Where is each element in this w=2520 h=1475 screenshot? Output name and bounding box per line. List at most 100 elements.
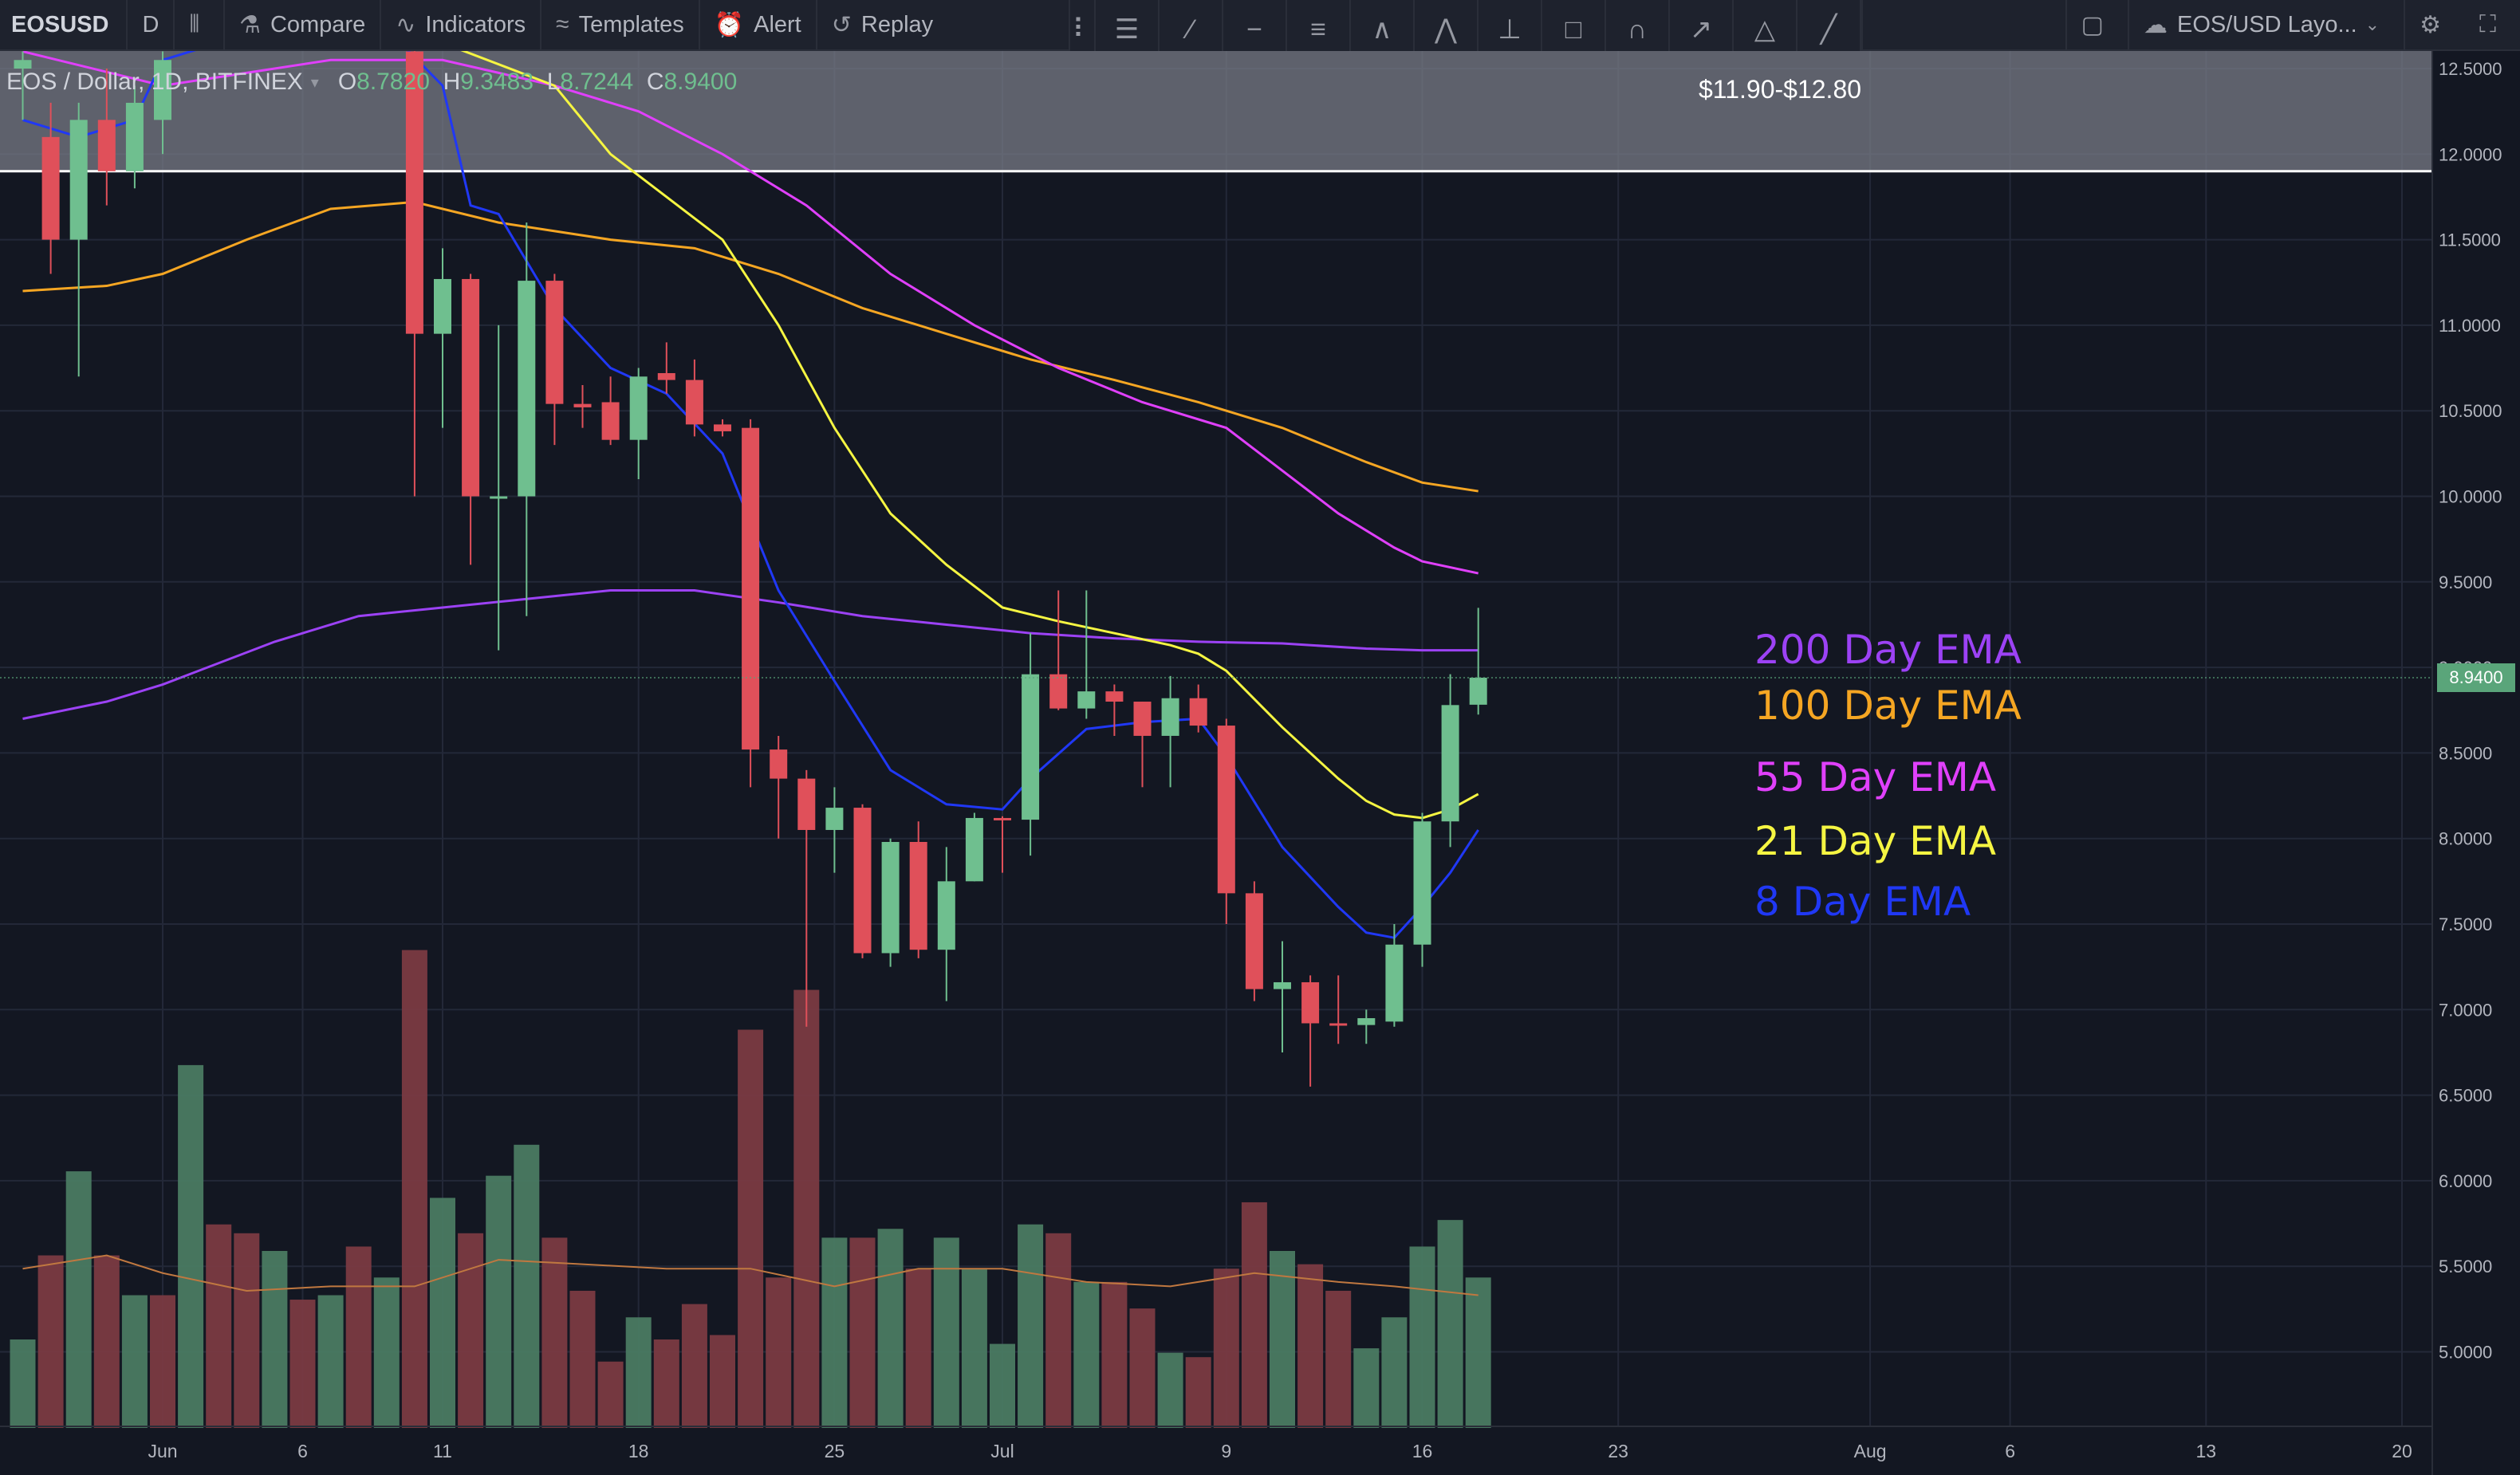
candle xyxy=(97,69,116,206)
price-chart[interactable]: 12.5000 12.0000 11.5000 11.0000 10.5000 10.00… xyxy=(0,51,2520,1475)
volume-bar xyxy=(821,1237,848,1428)
candle-body xyxy=(1049,674,1068,709)
volume-bar xyxy=(1465,1277,1491,1428)
time-tick-label: 25 xyxy=(825,1441,845,1461)
price-tick-label: 11.0000 xyxy=(2439,316,2501,336)
volume-bar xyxy=(766,1277,792,1428)
low-value: 8.7244 xyxy=(560,69,634,95)
ema-55-line xyxy=(22,51,1479,575)
fullscreen-checkbox[interactable]: ▢ xyxy=(2065,0,2129,49)
candle xyxy=(797,769,816,1027)
candle xyxy=(1274,941,1291,1052)
arrow-tool-icon[interactable]: ↗ xyxy=(1670,0,1734,59)
candle-body xyxy=(714,424,731,431)
horizontal-line-tool-icon[interactable]: − xyxy=(1223,0,1287,59)
volume-bar xyxy=(10,1339,36,1428)
volume-bar xyxy=(401,950,427,1428)
alarm-clock-icon: ⏰ xyxy=(714,11,745,38)
candle xyxy=(1385,924,1404,1027)
templates-icon: ≈ xyxy=(556,11,569,37)
ema-8-line xyxy=(22,51,1479,939)
elliott-wave-tool-icon[interactable]: ∧ xyxy=(1351,0,1415,59)
chart-type-button[interactable]: ⫴ xyxy=(175,0,226,49)
candle xyxy=(1469,608,1487,715)
chevron-down-icon: ⌄ xyxy=(2364,14,2380,34)
ema-200-line xyxy=(22,589,1479,720)
abcd-pattern-tool-icon[interactable]: ⋀ xyxy=(1415,0,1479,59)
candle xyxy=(685,359,703,437)
candle-body xyxy=(97,120,116,171)
volume-bar xyxy=(234,1233,260,1428)
pattern-tool-icon[interactable]: ∩ xyxy=(1606,0,1670,59)
time-tick-label: 23 xyxy=(1608,1441,1628,1461)
time-tick-label: 16 xyxy=(1412,1441,1433,1461)
candle xyxy=(518,222,536,616)
compare-button[interactable]: ⚗ Compare xyxy=(225,0,382,49)
candle-body xyxy=(518,281,536,497)
candle-body xyxy=(545,281,564,404)
rectangle-tool-icon[interactable]: □ xyxy=(1542,0,1606,59)
templates-button[interactable]: ≈ Templates xyxy=(541,0,700,49)
path-tool-icon[interactable]: ╱ xyxy=(1797,0,1861,59)
time-tick-label: 18 xyxy=(628,1441,649,1461)
trend-line-tool-icon[interactable]: ∕ xyxy=(1160,0,1223,59)
candle xyxy=(434,248,451,428)
compare-icon: ⚗ xyxy=(239,11,261,38)
close-value: 8.9400 xyxy=(663,69,738,95)
time-tick-label: Jun xyxy=(148,1441,177,1461)
candle-body xyxy=(1217,726,1235,894)
replay-button[interactable]: ↺ Replay xyxy=(817,0,947,49)
volume-bar xyxy=(653,1339,679,1428)
resistance-zone-label: $11.90-$12.80 xyxy=(1699,75,1862,104)
candle-body xyxy=(742,427,760,750)
ema-21-label: 21 Day EMA xyxy=(1754,818,1997,864)
ema-8-label: 8 Day EMA xyxy=(1754,879,1971,925)
interval-button[interactable]: D xyxy=(128,0,175,49)
candle xyxy=(490,324,508,651)
volume-bar xyxy=(961,1268,987,1428)
replay-icon: ↺ xyxy=(831,11,852,38)
layout-button[interactable]: ☁ EOS/USD Layo... ⌄ xyxy=(2129,0,2406,49)
triangle-tool-icon[interactable]: △ xyxy=(1734,0,1797,59)
time-tick-label: 9 xyxy=(1221,1441,1231,1461)
time-tick-label: 13 xyxy=(2196,1441,2217,1461)
candle-body xyxy=(434,278,451,334)
open-label: O xyxy=(337,69,357,95)
candle xyxy=(881,838,900,967)
symbol-title[interactable]: EOS / Dollar, 1D, BITFINEX xyxy=(6,69,303,95)
volume-bar xyxy=(849,1237,876,1428)
vertical-range-tool-icon[interactable]: ⊥ xyxy=(1479,0,1542,59)
alert-button[interactable]: ⏰ Alert xyxy=(700,0,817,49)
candle-body xyxy=(41,136,60,240)
candle-body xyxy=(1022,674,1040,820)
candle xyxy=(405,51,423,497)
indicators-button[interactable]: ∿ Indicators xyxy=(381,0,542,49)
candle xyxy=(462,273,480,565)
candle xyxy=(742,419,760,788)
volume-bar xyxy=(1045,1233,1072,1428)
volume-bar xyxy=(430,1198,455,1428)
volume-bar xyxy=(569,1290,596,1428)
candle xyxy=(1357,1009,1376,1044)
fullscreen-button[interactable]: ⛶ xyxy=(2465,0,2520,49)
candle-body xyxy=(1161,698,1179,736)
volume-bar xyxy=(1297,1264,1324,1428)
volume-bar xyxy=(1073,1281,1100,1428)
parallel-channel-tool-icon[interactable]: ≡ xyxy=(1287,0,1351,59)
volume-bar xyxy=(1101,1281,1128,1428)
horizontal-lines-tool-icon[interactable]: ☰ xyxy=(1096,0,1160,59)
candle-body xyxy=(1329,1023,1348,1026)
drag-handle-icon[interactable]: ⠇ xyxy=(1070,0,1096,59)
volume-bar xyxy=(933,1237,959,1428)
volume-bar xyxy=(317,1295,344,1428)
settings-button[interactable]: ⚙ xyxy=(2405,0,2465,49)
candle xyxy=(1413,812,1431,967)
volume-bar xyxy=(738,1029,764,1428)
chevron-down-icon[interactable]: ▾ xyxy=(310,73,319,92)
high-label: H xyxy=(443,69,461,95)
candle xyxy=(1105,684,1124,736)
high-value: 9.3483 xyxy=(460,69,534,95)
symbol-search-button[interactable]: EOSUSD xyxy=(0,0,128,49)
volume-bar xyxy=(93,1255,120,1428)
volume-bar xyxy=(178,1064,204,1428)
